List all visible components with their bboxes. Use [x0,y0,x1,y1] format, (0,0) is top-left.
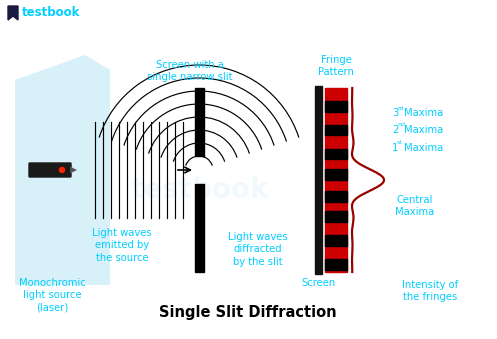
Text: Monochromic
light source
(laser): Monochromic light source (laser) [18,278,85,313]
Text: Single Slit Diffraction: Single Slit Diffraction [159,305,337,320]
Text: testbook: testbook [131,176,269,204]
Bar [325,211,347,222]
Text: nd: nd [397,122,405,127]
Text: Intensity of
the fringes: Intensity of the fringes [402,280,458,302]
Bar [325,259,347,270]
Bar [195,88,204,156]
Polygon shape [70,166,77,174]
Text: Light waves
diffracted
by the slit: Light waves diffracted by the slit [228,232,288,267]
Text: 2: 2 [392,125,399,135]
Text: Maxima: Maxima [404,108,443,118]
Text: 3: 3 [392,108,398,118]
Bar [315,86,322,274]
Bar [325,235,347,246]
Text: Maxima: Maxima [404,143,443,153]
Bar [325,101,347,112]
Text: st: st [397,140,403,145]
Text: Fringe
Pattern: Fringe Pattern [318,55,354,77]
Bar [325,88,347,272]
Bar [325,149,347,159]
Text: Central
Maxima: Central Maxima [395,195,434,217]
Text: Light waves
emitted by
the source: Light waves emitted by the source [92,228,152,263]
Text: Screen with a
single narrow slit: Screen with a single narrow slit [147,60,233,82]
Text: rd: rd [397,105,404,111]
Polygon shape [15,55,110,285]
Circle shape [60,167,65,173]
Bar [325,169,347,180]
Polygon shape [8,6,18,20]
Bar [325,125,347,136]
Text: Maxima: Maxima [404,125,443,135]
Text: testbook: testbook [22,6,81,20]
FancyBboxPatch shape [28,162,72,178]
Text: Screen: Screen [302,278,336,288]
Bar [195,184,204,272]
Bar [325,191,347,202]
Text: 1: 1 [392,143,399,153]
